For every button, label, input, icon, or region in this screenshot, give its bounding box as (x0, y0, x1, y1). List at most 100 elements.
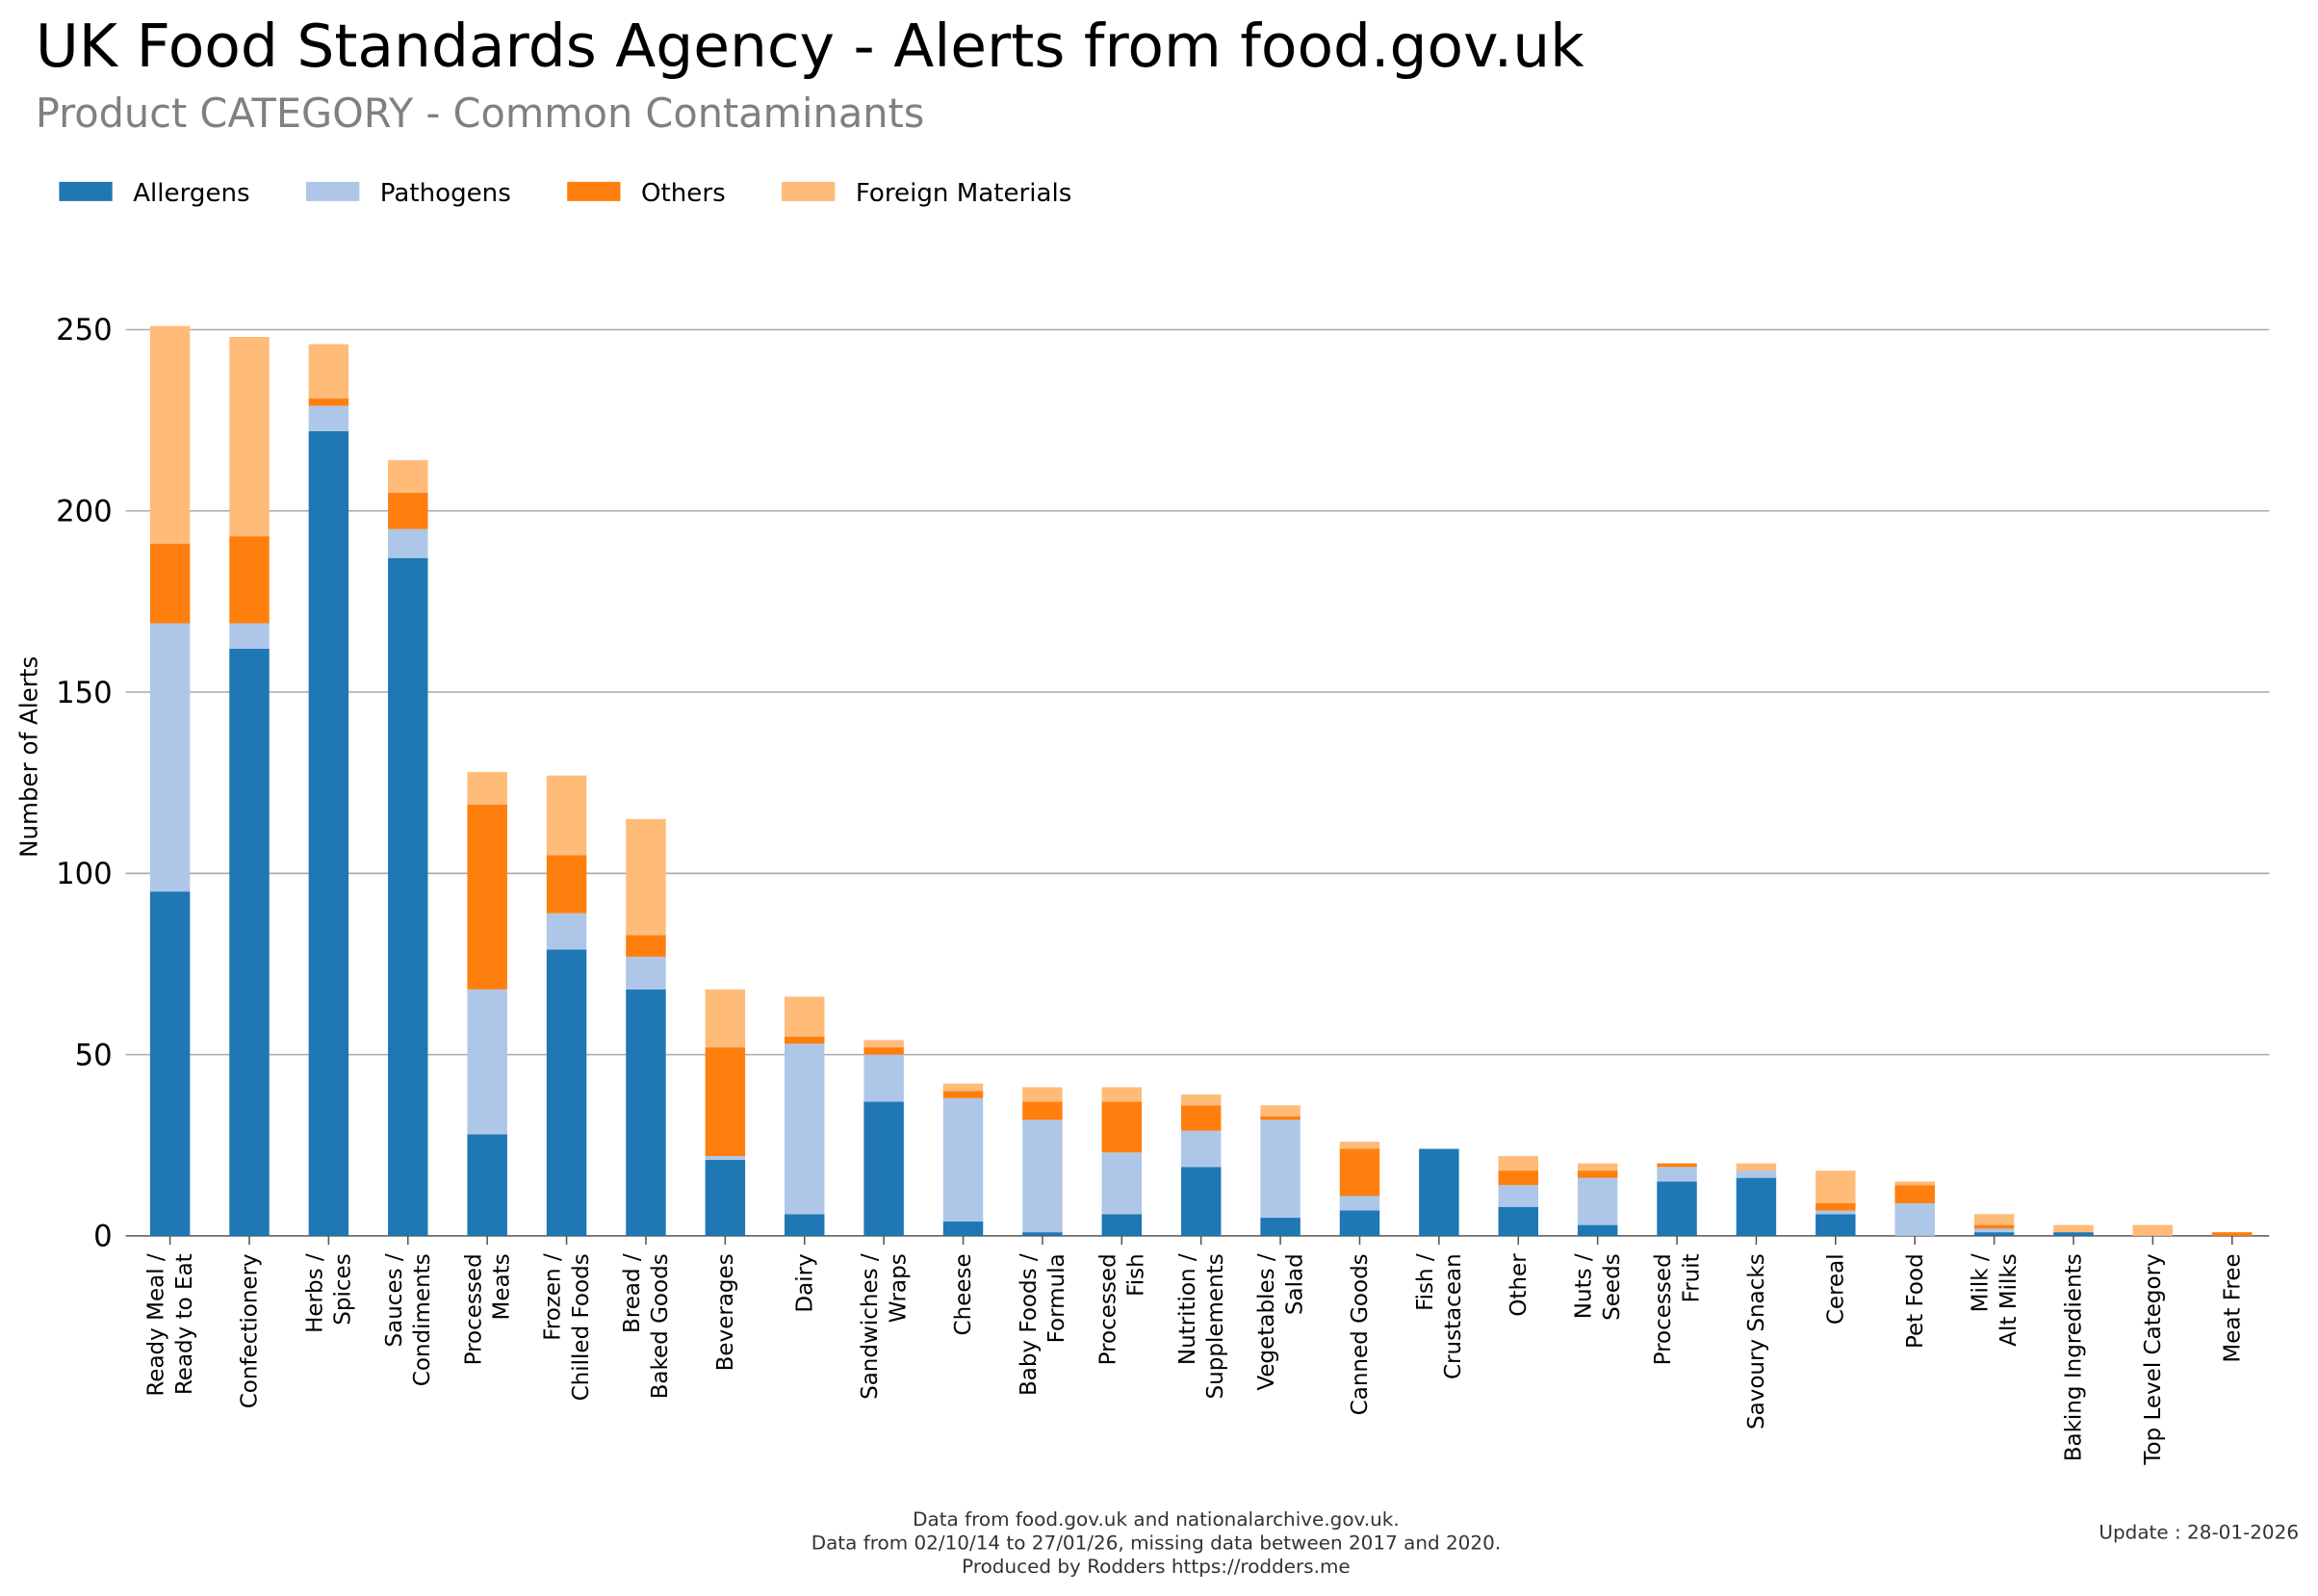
x-tick-label: Ready Meal / Ready to Eat (144, 1253, 197, 1397)
bar-segment (1101, 1087, 1143, 1102)
bar-segment (626, 956, 666, 990)
bar-segment (149, 543, 191, 624)
x-tick-label-line: Processed (1651, 1253, 1676, 1365)
x-tick-label: Other (1507, 1253, 1532, 1317)
bar-segment (2212, 1232, 2253, 1236)
bar-segment (1419, 1148, 1459, 1236)
bar-segment (2053, 1224, 2094, 1233)
footer-note: Data from 02/10/14 to 27/01/26, missing … (811, 1531, 1501, 1554)
bar-segment (1973, 1214, 2015, 1225)
bar-segment (388, 528, 428, 558)
x-tick-label-line: Spices (331, 1253, 356, 1325)
x-tick-label-line: Baking Ingredients (2062, 1253, 2087, 1461)
bar-segment (467, 771, 507, 805)
x-tick-label-line: Fish / (1413, 1253, 1438, 1311)
x-tick-label-line: Savoury Snacks (1744, 1253, 1769, 1429)
x-tick-label: Canned Goods (1348, 1253, 1373, 1415)
legend-swatch (59, 181, 113, 201)
bar-segment (388, 557, 428, 1236)
bar-segment (1022, 1101, 1063, 1120)
bar-segment (308, 430, 349, 1236)
bar-segment (1101, 1214, 1143, 1236)
x-tick-label-line: Baked Goods (648, 1253, 673, 1399)
bar-segment (388, 492, 428, 529)
x-tick-label-line: Bread / (620, 1253, 645, 1333)
bar-segment (546, 855, 587, 914)
x-tick-label-line: Crustacean (1441, 1253, 1466, 1379)
bar-segment (1498, 1171, 1538, 1186)
x-tick-label: Sandwiches / Wraps (858, 1253, 911, 1400)
x-tick-label-line: Baby Foods / (1017, 1253, 1042, 1396)
x-tick-label-line: Supplements (1203, 1253, 1228, 1399)
x-tick-label-line: Confectionery (238, 1253, 263, 1408)
bar-segment (1894, 1202, 1935, 1236)
bar-segment (942, 1097, 984, 1222)
bar-segment (1736, 1177, 1777, 1236)
bar-segment (1577, 1171, 1618, 1178)
bar-segment (942, 1221, 984, 1236)
bar-segment (863, 1054, 904, 1102)
bar-segment (1498, 1156, 1538, 1171)
x-tick-label: Fish / Crustacean (1413, 1253, 1466, 1379)
bar-segment (1101, 1101, 1143, 1153)
bar-segment (626, 818, 666, 936)
x-tick-label: Savoury Snacks (1744, 1253, 1769, 1429)
x-tick-label-line: Alt Milks (1996, 1253, 2022, 1346)
x-tick-label-line: Nuts / (1572, 1253, 1597, 1319)
bar-segment (1816, 1214, 1856, 1236)
x-tick-label-line: Milk / (1969, 1253, 1994, 1312)
bar-segment (2053, 1232, 2094, 1236)
legend-swatch (567, 181, 621, 201)
bar-segment (705, 1047, 746, 1157)
bar-segment (467, 804, 507, 990)
bar-segment (1498, 1185, 1538, 1207)
x-tick-label-line: Ready Meal / (144, 1253, 169, 1397)
legend-label: Pathogens (380, 179, 511, 208)
x-tick-label-line: Dairy (792, 1253, 817, 1312)
bar-segment (942, 1091, 984, 1098)
x-tick-label-line: Beverages (713, 1253, 738, 1371)
x-tick-label-line: Seeds (1600, 1253, 1625, 1321)
bar-segment (1498, 1206, 1538, 1236)
x-tick-label-line: Canned Goods (1348, 1253, 1373, 1415)
x-tick-label-line: Formula (1044, 1253, 1069, 1343)
x-tick-label-line: Sandwiches / (858, 1253, 883, 1400)
x-tick-label-line: Fish (1124, 1253, 1149, 1297)
bar-segment (1973, 1224, 2015, 1229)
bar-segment (388, 460, 428, 493)
bar-segment (1022, 1120, 1063, 1233)
bar-segment (705, 1159, 746, 1236)
legend-label: Allergens (133, 179, 249, 208)
legend-label: Others (641, 179, 726, 208)
x-tick-label-line: Other (1507, 1253, 1532, 1317)
x-tick-label-line: Frozen / (541, 1253, 566, 1341)
x-tick-label: Baby Foods / Formula (1017, 1253, 1069, 1396)
bar-segment (785, 1214, 825, 1236)
bar-segment (229, 648, 270, 1236)
x-tick-label-line: Top Level Category (2141, 1253, 2166, 1465)
bar-segment (1973, 1232, 2015, 1236)
bar-segment (546, 775, 587, 856)
bar-segment (863, 1047, 904, 1055)
legend-label: Foreign Materials (856, 179, 1072, 208)
bar-segment (1816, 1210, 1856, 1215)
bar-segment (705, 989, 746, 1048)
bar-segment (1260, 1218, 1301, 1236)
x-tick-label-line: Condiments (410, 1253, 435, 1386)
bar-segment (1180, 1167, 1222, 1236)
x-tick-label-line: Salad (1282, 1253, 1307, 1315)
bar-segment (1736, 1171, 1777, 1178)
bar-segment (626, 935, 666, 957)
x-tick-label-line: Cheese (951, 1253, 976, 1335)
bar-segment (1816, 1171, 1856, 1203)
bar-segment (785, 1043, 825, 1215)
bar-segment (1339, 1148, 1380, 1197)
bar-segment (229, 623, 270, 649)
bar-segment (1022, 1232, 1063, 1236)
bar-segment (1657, 1163, 1697, 1168)
bar-segment (149, 623, 191, 892)
bar-segment (1260, 1120, 1301, 1219)
bar-segment (1894, 1185, 1935, 1203)
